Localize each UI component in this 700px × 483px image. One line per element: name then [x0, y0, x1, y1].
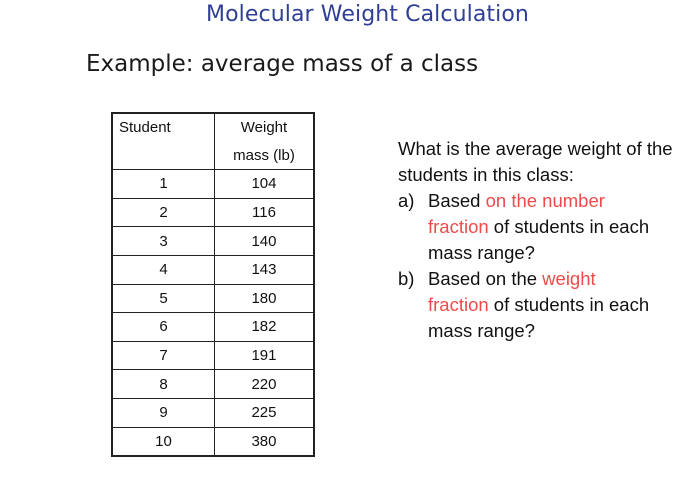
part-a-suffix: of students in each mass range?	[428, 216, 650, 263]
part-b-suffix: of students in each mass range?	[428, 294, 650, 341]
question-intro: What is the average weight of the studen…	[398, 138, 673, 185]
question-part-a: a) Based on the number fraction of studen…	[398, 188, 698, 266]
weight-cell: 182	[213, 312, 315, 342]
part-b-marker: b)	[398, 268, 415, 289]
weight-cell: 116	[213, 197, 315, 228]
weight-unit-header: mass (lb)	[213, 141, 315, 171]
table-row: 3 140	[111, 226, 315, 256]
part-a-highlight-2: fraction	[428, 216, 489, 237]
table-header-row: Student Weight	[111, 112, 315, 142]
weight-header: Weight	[213, 112, 315, 142]
weight-cell: 180	[213, 283, 315, 314]
table-row: 5 180	[111, 283, 315, 314]
weight-table: Student Weight mass (lb) 1 104 2 116 3 140 4 14…	[111, 112, 315, 458]
weight-cell: 220	[213, 369, 315, 399]
student-cell: 5	[111, 283, 215, 314]
student-cell: 3	[111, 226, 215, 256]
student-header-blank	[111, 141, 215, 171]
table-row: 8 220	[111, 369, 315, 399]
part-a-marker: a)	[398, 190, 415, 211]
part-b-highlight-2: fraction	[428, 294, 489, 315]
weight-cell: 104	[213, 169, 315, 199]
weight-cell: 380	[213, 426, 315, 457]
weight-cell: 225	[213, 397, 315, 428]
slide-subtitle: Example: average mass of a class	[86, 51, 479, 77]
student-header: Student	[111, 112, 215, 142]
table-header-row-2: mass (lb)	[111, 141, 315, 171]
student-cell: 6	[111, 312, 215, 342]
part-b-prefix: Based on the	[428, 268, 543, 289]
part-a-highlight: on the number	[485, 190, 605, 211]
question-part-b: b) Based on the weight fraction of studen…	[398, 266, 698, 344]
table-row: 4 143	[111, 254, 315, 285]
table-row: 2 116	[111, 197, 315, 228]
table-row: 1 104	[111, 169, 315, 199]
weight-cell: 140	[213, 226, 315, 256]
table-row: 10 380	[111, 426, 315, 457]
weight-cell: 191	[213, 340, 315, 371]
student-cell: 1	[111, 169, 215, 199]
question-block: What is the average weight of the studen…	[398, 136, 698, 344]
table-row: 9 225	[111, 397, 315, 428]
slide-title: Molecular Weight Calculation	[206, 2, 529, 27]
part-a-prefix: Based	[428, 190, 486, 211]
student-cell: 4	[111, 254, 215, 285]
weight-cell: 143	[213, 254, 315, 285]
student-cell: 9	[111, 397, 215, 428]
student-cell: 10	[111, 426, 215, 457]
table-row: 6 182	[111, 312, 315, 342]
table-row: 7 191	[111, 340, 315, 371]
student-cell: 8	[111, 369, 215, 399]
student-cell: 7	[111, 340, 215, 371]
part-b-highlight: weight	[542, 268, 596, 289]
student-cell: 2	[111, 197, 215, 228]
